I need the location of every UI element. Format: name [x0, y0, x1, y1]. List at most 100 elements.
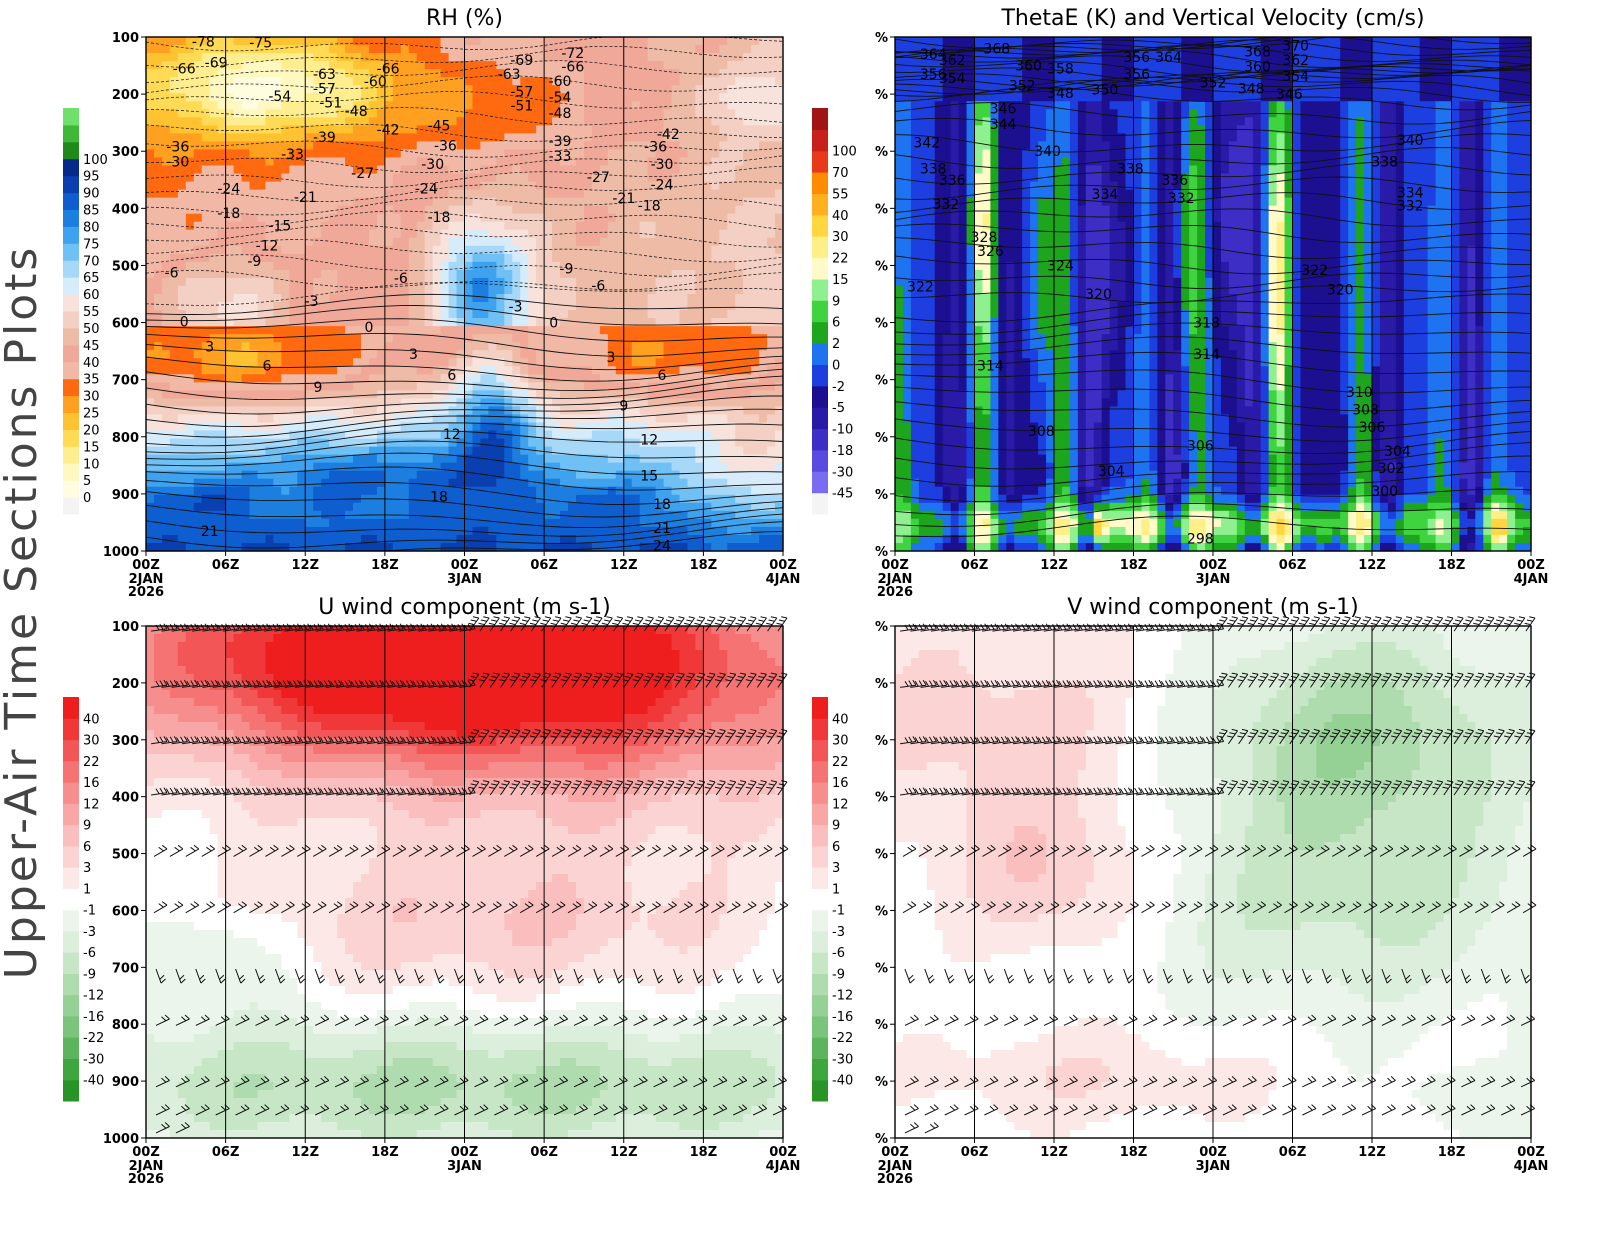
field-cell [672, 222, 681, 231]
field-cell [273, 206, 282, 215]
field-cell [679, 479, 688, 488]
field-cell [520, 214, 529, 223]
field-cell [265, 117, 274, 126]
field-cell [234, 117, 243, 126]
field-cell [401, 503, 410, 512]
field-cell [536, 294, 545, 303]
field-cell [273, 61, 282, 70]
field-cell [672, 93, 681, 102]
field-cell [568, 350, 577, 359]
field-cell [297, 439, 306, 448]
field-cell [703, 37, 712, 46]
field-cell [194, 149, 203, 158]
field-cell [449, 157, 458, 166]
field-cell [281, 125, 290, 134]
field-cell [425, 230, 434, 239]
field-cell [162, 190, 171, 199]
field-cell [672, 53, 681, 62]
field-cell [417, 495, 426, 504]
field-cell [305, 342, 314, 351]
field-cell [600, 262, 609, 271]
field-cell [162, 37, 171, 46]
field-cell [711, 318, 720, 327]
field-cell [250, 358, 259, 367]
field-cell [265, 447, 274, 456]
field-cell [528, 190, 537, 199]
field-cell [257, 318, 266, 327]
field-cell [759, 326, 768, 335]
field-cell [656, 93, 665, 102]
field-cell [234, 93, 243, 102]
field-cell [321, 206, 330, 215]
field-cell [624, 455, 633, 464]
field-cell [608, 61, 617, 70]
field-cell [289, 182, 298, 191]
field-cell [608, 390, 617, 399]
field-cell [385, 270, 394, 279]
field-cell [624, 45, 633, 54]
field-cell [257, 278, 266, 287]
field-cell [265, 527, 274, 536]
field-cell [576, 206, 585, 215]
field-cell [767, 45, 776, 54]
field-cell [170, 511, 179, 520]
field-cell [496, 519, 505, 528]
field-cell [552, 479, 561, 488]
field-cell [281, 270, 290, 279]
field-cell [576, 342, 585, 351]
field-cell [345, 447, 354, 456]
field-cell [679, 447, 688, 456]
field-cell [393, 455, 402, 464]
field-cell [234, 463, 243, 472]
field-cell [640, 93, 649, 102]
field-cell [321, 174, 330, 183]
field-cell [600, 487, 609, 496]
field-cell [178, 390, 187, 399]
field-cell [425, 471, 434, 480]
field-cell [202, 182, 211, 191]
field-cell [616, 278, 625, 287]
field-cell [496, 318, 505, 327]
field-cell [401, 519, 410, 528]
field-cell [273, 374, 282, 383]
field-cell [337, 149, 346, 158]
field-cell [401, 157, 410, 166]
field-cell [695, 439, 704, 448]
field-cell [465, 117, 474, 126]
field-cell [178, 334, 187, 343]
field-cell [488, 334, 497, 343]
field-cell [465, 302, 474, 311]
field-cell [719, 487, 728, 496]
field-cell [584, 294, 593, 303]
field-cell [711, 222, 720, 231]
field-cell [687, 117, 696, 126]
field-cell [767, 463, 776, 472]
field-cell [170, 294, 179, 303]
field-cell [210, 286, 219, 295]
field-cell [417, 334, 426, 343]
field-cell [178, 350, 187, 359]
field-cell [186, 109, 195, 118]
field-cell [703, 133, 712, 142]
field-cell [472, 406, 481, 415]
field-cell [480, 230, 489, 239]
field-cell [465, 318, 474, 327]
field-cell [273, 479, 282, 488]
field-cell [504, 214, 513, 223]
field-cell [457, 479, 466, 488]
field-cell [679, 141, 688, 150]
field-cell [616, 374, 625, 383]
field-cell [576, 278, 585, 287]
field-cell [632, 174, 641, 183]
field-cell [648, 262, 657, 271]
field-cell [178, 101, 187, 110]
field-cell [146, 198, 155, 207]
field-cell [727, 262, 736, 271]
field-cell [664, 45, 673, 54]
field-cell [257, 326, 266, 335]
field-cell [472, 479, 481, 488]
field-cell [250, 157, 259, 166]
field-cell [640, 455, 649, 464]
field-cell [449, 495, 458, 504]
field-cell [608, 519, 617, 528]
